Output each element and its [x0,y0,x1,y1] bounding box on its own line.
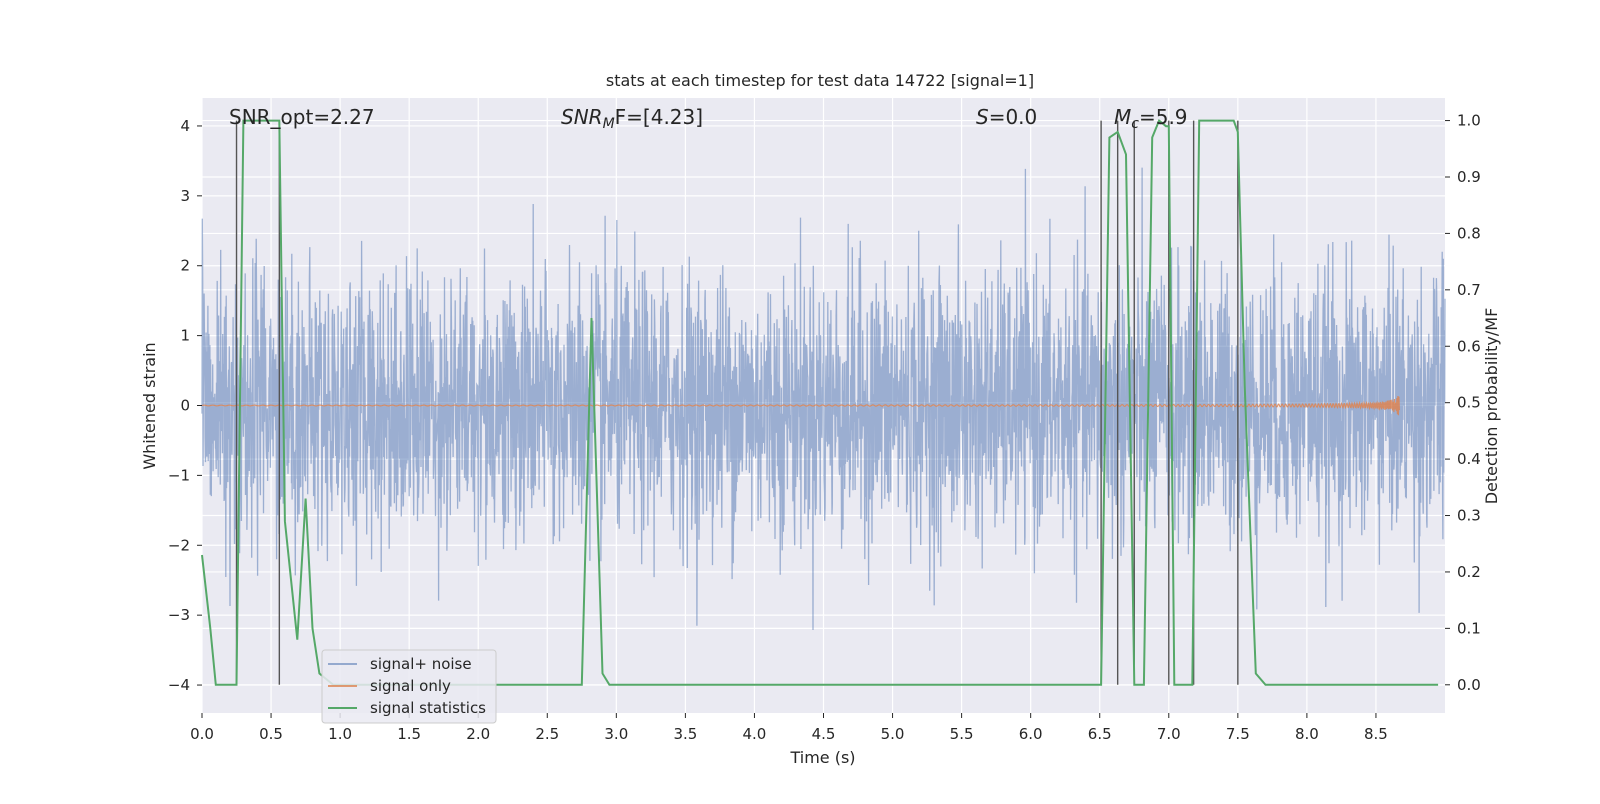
left-y-axis-ticks: 4 3 2 1 0 −1 −2 −3 −4 [168,117,202,694]
x-tick-label: 5.0 [881,725,905,743]
y-right-tick-label: 0.3 [1457,507,1481,525]
annotation-mc: Mc=5.9 [1114,105,1188,132]
x-tick-label: 0.5 [259,725,283,743]
chart-title: stats at each timestep for test data 147… [606,71,1034,90]
x-tick-label: 7.0 [1157,725,1181,743]
left-y-axis-label: Whitened strain [140,342,159,469]
x-tick-label: 2.5 [535,725,559,743]
x-tick-label: 3.5 [673,725,697,743]
x-tick-label: 1.5 [397,725,421,743]
y-left-tick-label: −4 [168,676,190,694]
y-left-tick-label: −2 [168,536,190,554]
y-right-tick-label: 0.2 [1457,563,1481,581]
x-tick-label: 6.5 [1088,725,1112,743]
signal-statistics-line [201,118,1439,686]
y-right-tick-label: 0.4 [1457,450,1481,468]
x-tick-label: 2.0 [466,725,490,743]
y-left-tick-label: 4 [180,117,190,135]
annotation-s: S=0.0 [976,105,1037,129]
y-right-tick-label: 1.0 [1457,112,1481,130]
signal-only-series [201,395,1400,416]
y-right-tick-label: 0.8 [1457,224,1481,242]
right-y-axis-ticks: 1.0 0.9 0.8 0.7 0.6 0.5 0.4 0.3 0.2 0.1 0.0 [1445,112,1481,694]
y-right-tick-label: 0.7 [1457,281,1481,299]
y-left-tick-label: −1 [168,466,190,484]
y-right-tick-label: 0.9 [1457,168,1481,186]
annotation-snr-mf: SNRMF=[4.23] [561,105,703,132]
legend-label-stats: signal statistics [370,699,486,717]
y-left-tick-label: −3 [168,606,190,624]
x-tick-label: 3.0 [604,725,628,743]
x-tick-label: 4.0 [743,725,767,743]
x-tick-label: 1.0 [328,725,352,743]
legend-label-noise: signal+ noise [370,655,472,673]
right-y-axis-label: Detection probability/MF [1482,308,1501,505]
x-tick-label: 6.0 [1019,725,1043,743]
legend-label-signal: signal only [370,677,451,695]
x-tick-label: 8.0 [1295,725,1319,743]
signal-statistics-series [201,118,1439,686]
y-left-tick-label: 2 [180,257,190,275]
x-tick-label: 0.0 [190,725,214,743]
x-tick-label: 4.5 [812,725,836,743]
y-left-tick-label: 0 [180,397,190,415]
x-axis-ticks: 0.0 0.5 1.0 1.5 2.0 2.5 3.0 3.5 4.0 4.5 5.0 5.5 6.0 6… [190,713,1388,743]
y-left-tick-label: 1 [180,327,190,345]
y-right-tick-label: 0.6 [1457,337,1481,355]
y-right-tick-label: 0.0 [1457,676,1481,694]
x-tick-label: 7.5 [1226,725,1250,743]
y-left-tick-label: 3 [180,187,190,205]
x-tick-label: 8.5 [1364,725,1388,743]
vertical-markers [235,120,1239,685]
legend-box [321,649,497,724]
x-axis-label: Time (s) [789,748,855,767]
y-right-tick-label: 0.5 [1457,394,1481,412]
signal-only-line [201,395,1400,416]
annotation-snr-opt: SNR_opt=2.27 [229,105,375,129]
y-right-tick-label: 0.1 [1457,619,1481,637]
x-tick-label: 5.5 [950,725,974,743]
legend: signal+ noise signal only signal statist… [321,649,497,724]
